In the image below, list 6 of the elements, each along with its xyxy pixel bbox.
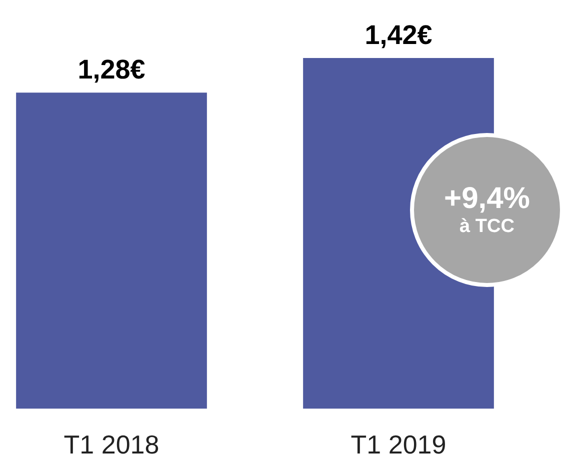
annotation: à TCC (460, 216, 514, 238)
annotation: +9,4% (444, 182, 530, 216)
x-tick-label: T1 2019 (350, 430, 446, 460)
data-label: 1,28€ (78, 54, 146, 85)
x-tick-label: T1 2018 (64, 430, 160, 460)
data-label: 1,42€ (364, 20, 432, 50)
